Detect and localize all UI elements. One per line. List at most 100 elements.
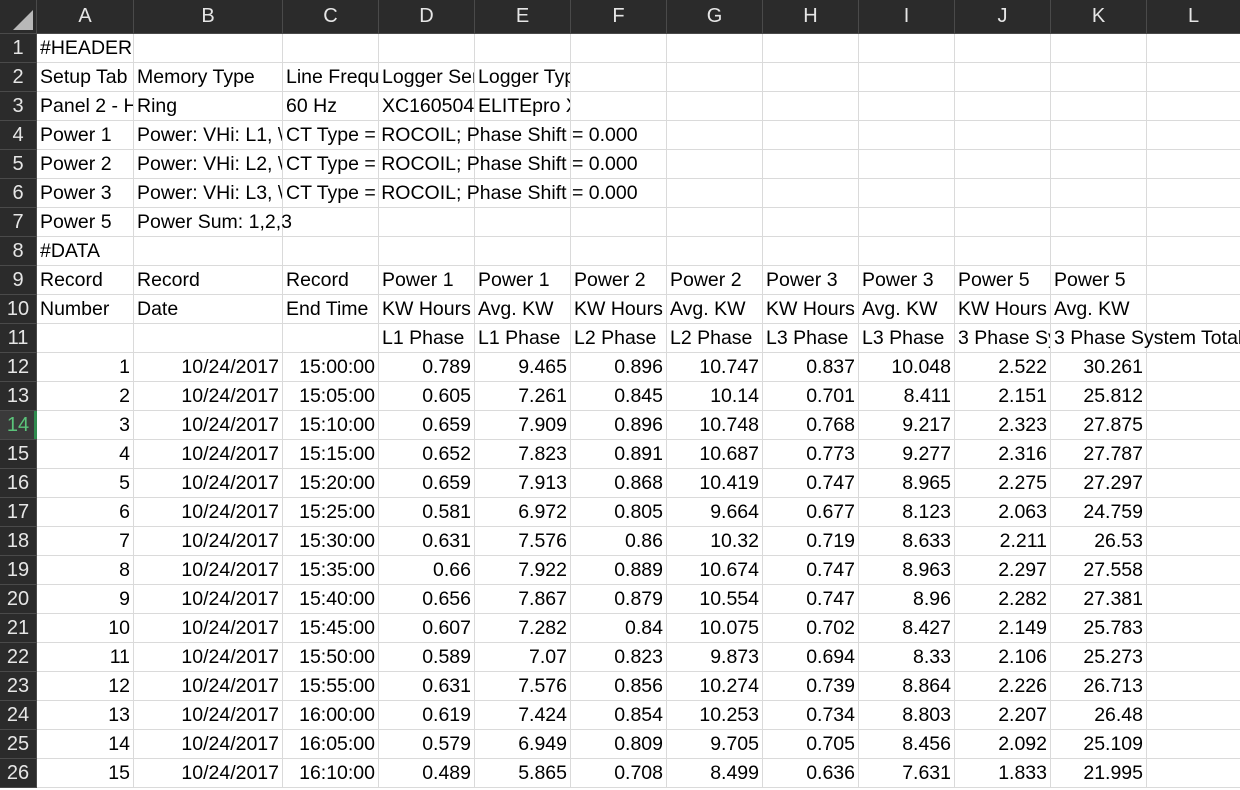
cell-i4[interactable] xyxy=(859,121,955,150)
column-header-f[interactable]: F xyxy=(571,0,667,34)
cell-h8[interactable] xyxy=(763,237,859,266)
cell-j7[interactable] xyxy=(955,208,1051,237)
cell-c5[interactable] xyxy=(283,150,379,179)
cell-i5[interactable] xyxy=(859,150,955,179)
cell-k7[interactable] xyxy=(1051,208,1147,237)
select-all-button[interactable] xyxy=(0,0,37,34)
cell-g4[interactable] xyxy=(667,121,763,150)
cell-l18[interactable] xyxy=(1147,527,1240,556)
cell-k3[interactable] xyxy=(1051,92,1147,121)
cell-k1[interactable] xyxy=(1051,34,1147,63)
cell-h2[interactable] xyxy=(763,63,859,92)
cell-g1[interactable] xyxy=(667,34,763,63)
cell-f4[interactable] xyxy=(571,121,667,150)
cell-j6[interactable] xyxy=(955,179,1051,208)
cell-h6[interactable] xyxy=(763,179,859,208)
cell-g8[interactable] xyxy=(667,237,763,266)
column-header-c[interactable]: C xyxy=(283,0,379,34)
cell-b8[interactable] xyxy=(134,237,283,266)
cell-l21[interactable] xyxy=(1147,614,1240,643)
cell-l17[interactable] xyxy=(1147,498,1240,527)
cell-e1[interactable] xyxy=(475,34,571,63)
cell-d6[interactable] xyxy=(379,179,475,208)
row-header-2[interactable]: 2 xyxy=(0,63,37,92)
cell-f2[interactable] xyxy=(571,63,667,92)
column-header-l[interactable]: L xyxy=(1147,0,1240,34)
cell-e8[interactable] xyxy=(475,237,571,266)
row-header-25[interactable]: 25 xyxy=(0,730,37,759)
row-header-8[interactable]: 8 xyxy=(0,237,37,266)
column-header-h[interactable]: H xyxy=(763,0,859,34)
cell-l2[interactable] xyxy=(1147,63,1240,92)
cell-l10[interactable] xyxy=(1147,295,1240,324)
row-header-16[interactable]: 16 xyxy=(0,469,37,498)
cell-k2[interactable] xyxy=(1051,63,1147,92)
cell-l26[interactable] xyxy=(1147,759,1240,788)
cell-c1[interactable] xyxy=(283,34,379,63)
cell-e5[interactable] xyxy=(475,150,571,179)
row-header-1[interactable]: 1 xyxy=(0,34,37,63)
cell-g3[interactable] xyxy=(667,92,763,121)
cell-j2[interactable] xyxy=(955,63,1051,92)
cell-j1[interactable] xyxy=(955,34,1051,63)
cell-a8[interactable] xyxy=(37,237,134,266)
row-header-22[interactable]: 22 xyxy=(0,643,37,672)
cell-a11[interactable] xyxy=(37,324,134,353)
cell-h3[interactable] xyxy=(763,92,859,121)
cell-c8[interactable] xyxy=(283,237,379,266)
column-header-i[interactable]: I xyxy=(859,0,955,34)
cell-i1[interactable] xyxy=(859,34,955,63)
column-header-k[interactable]: K xyxy=(1051,0,1147,34)
cell-i6[interactable] xyxy=(859,179,955,208)
cell-l14[interactable] xyxy=(1147,411,1240,440)
row-header-5[interactable]: 5 xyxy=(0,150,37,179)
cell-l6[interactable] xyxy=(1147,179,1240,208)
cell-f1[interactable] xyxy=(571,34,667,63)
cell-k11[interactable] xyxy=(1051,324,1147,353)
row-header-14[interactable]: 14 xyxy=(0,411,37,440)
cell-l25[interactable] xyxy=(1147,730,1240,759)
cell-h4[interactable] xyxy=(763,121,859,150)
cell-e7[interactable] xyxy=(475,208,571,237)
cell-f7[interactable] xyxy=(571,208,667,237)
cell-d7[interactable] xyxy=(379,208,475,237)
cell-j3[interactable] xyxy=(955,92,1051,121)
cell-j4[interactable] xyxy=(955,121,1051,150)
cell-f5[interactable] xyxy=(571,150,667,179)
column-header-b[interactable]: B xyxy=(134,0,283,34)
cell-g6[interactable] xyxy=(667,179,763,208)
row-header-20[interactable]: 20 xyxy=(0,585,37,614)
cell-i8[interactable] xyxy=(859,237,955,266)
cell-b7[interactable] xyxy=(134,208,283,237)
cell-l3[interactable] xyxy=(1147,92,1240,121)
row-header-15[interactable]: 15 xyxy=(0,440,37,469)
column-header-d[interactable]: D xyxy=(379,0,475,34)
cell-l24[interactable] xyxy=(1147,701,1240,730)
row-header-13[interactable]: 13 xyxy=(0,382,37,411)
cell-e6[interactable] xyxy=(475,179,571,208)
column-header-e[interactable]: E xyxy=(475,0,571,34)
row-header-4[interactable]: 4 xyxy=(0,121,37,150)
cell-l19[interactable] xyxy=(1147,556,1240,585)
cell-f6[interactable] xyxy=(571,179,667,208)
cell-l8[interactable] xyxy=(1147,237,1240,266)
cell-l1[interactable] xyxy=(1147,34,1240,63)
row-header-17[interactable]: 17 xyxy=(0,498,37,527)
column-header-a[interactable]: A xyxy=(37,0,134,34)
row-header-9[interactable]: 9 xyxy=(0,266,37,295)
cell-l15[interactable] xyxy=(1147,440,1240,469)
cell-b11[interactable] xyxy=(134,324,283,353)
cell-l4[interactable] xyxy=(1147,121,1240,150)
cell-l16[interactable] xyxy=(1147,469,1240,498)
cell-d1[interactable] xyxy=(379,34,475,63)
cell-l5[interactable] xyxy=(1147,150,1240,179)
cell-c7[interactable] xyxy=(283,208,379,237)
cell-l23[interactable] xyxy=(1147,672,1240,701)
row-header-12[interactable]: 12 xyxy=(0,353,37,382)
row-header-24[interactable]: 24 xyxy=(0,701,37,730)
cell-l13[interactable] xyxy=(1147,382,1240,411)
cell-k4[interactable] xyxy=(1051,121,1147,150)
column-header-j[interactable]: J xyxy=(955,0,1051,34)
column-header-g[interactable]: G xyxy=(667,0,763,34)
